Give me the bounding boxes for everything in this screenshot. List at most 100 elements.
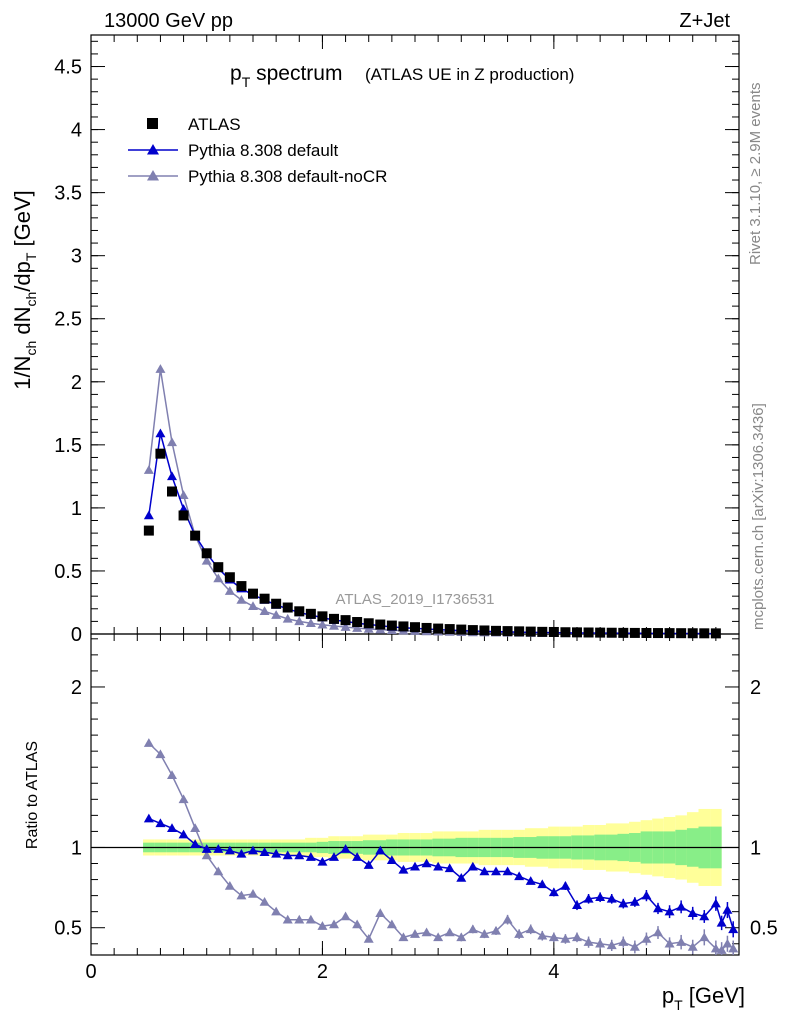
legend-marker-triangle: [147, 144, 159, 155]
ratio-point: [502, 914, 513, 924]
main-point: [167, 471, 177, 481]
main-point: [248, 601, 258, 611]
ratio-point: [676, 901, 687, 911]
ratio-point: [710, 943, 721, 953]
ratio-point: [363, 860, 374, 869]
ratio-point: [282, 850, 293, 860]
atlas-point: [606, 627, 617, 638]
main-point: [178, 490, 189, 500]
ratio-point: [317, 921, 328, 930]
ratio-point: [629, 897, 640, 906]
atlas-point: [479, 625, 490, 636]
ratio-point: [167, 823, 177, 832]
ratio-point: [213, 844, 224, 853]
svg-text:pT [GeV]: pT [GeV]: [662, 983, 745, 1013]
atlas-point: [340, 615, 351, 626]
atlas-point: [386, 620, 397, 631]
ratio-point: [479, 929, 490, 938]
ratio-point: [444, 927, 455, 937]
x-tick-label: 2: [317, 961, 328, 983]
ratio-point: [178, 794, 189, 804]
ratio-point: [201, 850, 212, 860]
atlas-point: [502, 626, 513, 637]
ratio-point: [352, 852, 363, 861]
ratio-point: [213, 866, 224, 876]
atlas-point: [363, 618, 374, 629]
atlas-point: [595, 627, 606, 638]
x-tick-label: 0: [85, 961, 96, 983]
ratio-point: [560, 933, 571, 943]
atlas-point: [167, 486, 177, 497]
ratio-point: [595, 892, 606, 901]
ratio-point: [421, 858, 432, 868]
ratio-point: [143, 813, 154, 823]
ratio-point: [305, 852, 316, 861]
main-point: [143, 465, 154, 474]
main-point: [155, 364, 166, 373]
ratio-point: [618, 937, 629, 946]
atlas-point: [548, 626, 559, 637]
ratio-point: [386, 919, 397, 929]
atlas-point: [271, 598, 282, 609]
ratio-point: [641, 890, 652, 900]
ratio-point: [421, 927, 432, 937]
ratio-point: [398, 932, 409, 942]
atlas-point: [155, 448, 166, 459]
ratio-point: [502, 866, 513, 876]
atlas-point: [352, 617, 363, 628]
ratio-point: [444, 863, 455, 873]
atlas-point: [248, 588, 258, 599]
axis-ticks: 0 2 400.511.522.533.544.50.5 0.51 12 2: [54, 35, 778, 983]
ratio-point: [433, 861, 444, 871]
ratio-point: [514, 929, 525, 938]
ratio-point: [572, 932, 582, 942]
atlas-point: [178, 510, 189, 521]
ratio-point: [525, 876, 536, 885]
ratio-point: [386, 855, 397, 865]
atlas-point: [433, 623, 444, 634]
legend-label: ATLAS: [188, 115, 241, 134]
ratio-point: [236, 848, 247, 858]
main-point: [294, 616, 305, 626]
ratio-point: [340, 911, 351, 921]
atlas-point: [236, 581, 247, 592]
ratio-point: [572, 900, 582, 909]
legend-label: Pythia 8.308 default: [188, 141, 339, 160]
process-label: Z+Jet: [679, 10, 730, 32]
ratio-point: [352, 919, 363, 929]
ratio-point: [479, 866, 490, 876]
ratio-point: [305, 914, 316, 924]
ratio-point: [595, 938, 606, 948]
ratio-point: [664, 938, 675, 948]
ratio-point: [537, 879, 548, 889]
ratio-point: [525, 924, 536, 934]
atlas-point: [213, 562, 224, 573]
atlas-point: [305, 608, 316, 619]
atlas-point: [653, 628, 663, 639]
ratio-point: [687, 908, 698, 918]
atlas-point: [259, 593, 270, 604]
mcplots-label: mcplots.cern.ch [arXiv:1306.3436]: [750, 403, 767, 630]
ratio-point: [583, 893, 594, 903]
ratio-point: [716, 917, 727, 927]
main-point: [143, 510, 154, 520]
legend-marker-triangle: [147, 170, 159, 181]
main-point: [271, 610, 282, 619]
atlas-point: [317, 611, 328, 622]
ratio-point: [248, 889, 258, 898]
y-tick-label: 3.5: [54, 183, 82, 205]
atlas-point: [525, 626, 536, 637]
main-point: [213, 573, 224, 583]
ratio-point: [375, 845, 386, 855]
ratio-point: [167, 770, 177, 779]
ratio-point: [190, 823, 201, 832]
ratio-point: [710, 898, 721, 908]
ratio-point: [340, 844, 351, 853]
ratio-point: [664, 906, 675, 916]
main-point: [340, 622, 351, 631]
atlas-point: [421, 622, 432, 633]
ratio-point: [722, 905, 733, 914]
rivet-label: Rivet 3.1.10, ≥ 2.9M events: [747, 83, 764, 266]
atlas-point: [282, 602, 293, 613]
